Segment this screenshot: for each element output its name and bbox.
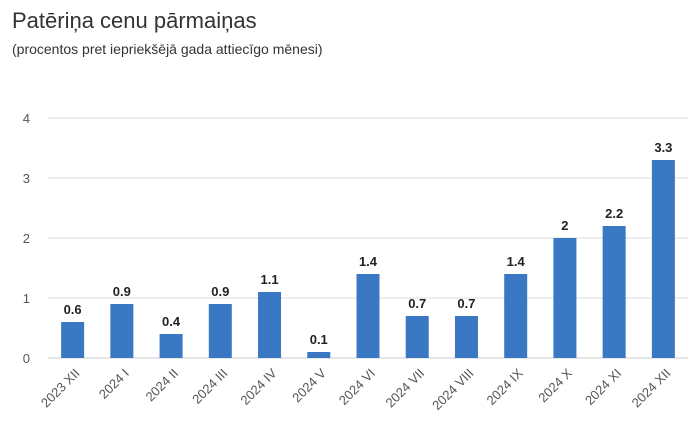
data-label: 0.7 bbox=[457, 296, 475, 311]
x-tick-label: 2024 VII bbox=[382, 366, 427, 411]
chart-subtitle: (procentos pret iepriekšējā gada attiecī… bbox=[12, 41, 323, 57]
bar bbox=[356, 274, 380, 358]
y-tick-label: 3 bbox=[23, 171, 30, 186]
y-tick-label: 2 bbox=[23, 231, 30, 246]
bar bbox=[61, 322, 85, 358]
data-label: 0.6 bbox=[64, 302, 82, 317]
data-label: 1.4 bbox=[507, 254, 526, 269]
y-tick-label: 0 bbox=[23, 351, 30, 366]
bar bbox=[651, 160, 675, 358]
y-tick-label: 4 bbox=[23, 111, 30, 126]
data-label: 0.9 bbox=[211, 284, 229, 299]
data-label: 0.9 bbox=[113, 284, 131, 299]
bar bbox=[454, 316, 478, 358]
x-tick-label: 2024 IV bbox=[237, 365, 280, 408]
x-tick-label: 2024 IX bbox=[484, 365, 527, 408]
x-tick-label: 2024 XII bbox=[629, 366, 674, 411]
data-label: 2 bbox=[561, 218, 568, 233]
x-tick-label: 2024 II bbox=[142, 366, 181, 405]
data-label: 1.1 bbox=[260, 272, 278, 287]
data-label: 0.7 bbox=[408, 296, 426, 311]
x-tick-label: 2024 VI bbox=[336, 366, 378, 408]
x-tick-label: 2024 XI bbox=[582, 366, 624, 408]
data-label: 3.3 bbox=[654, 140, 672, 155]
x-tick-label: 2024 V bbox=[289, 365, 329, 405]
x-tick-label: 2024 III bbox=[189, 366, 230, 407]
bar bbox=[110, 304, 134, 358]
chart-title: Patēriņa cenu pārmaiņas bbox=[12, 8, 257, 33]
y-tick-label: 1 bbox=[23, 291, 30, 306]
data-label: 0.1 bbox=[310, 332, 328, 347]
bar bbox=[258, 292, 282, 358]
x-tick-label: 2024 I bbox=[96, 366, 132, 402]
data-label: 1.4 bbox=[359, 254, 378, 269]
x-tick-label: 2024 X bbox=[535, 365, 575, 405]
bar bbox=[504, 274, 528, 358]
bar bbox=[159, 334, 183, 358]
x-tick-label: 2023 XII bbox=[38, 366, 83, 411]
data-label: 2.2 bbox=[605, 206, 623, 221]
bar bbox=[553, 238, 577, 358]
bar bbox=[208, 304, 232, 358]
x-tick-label: 2024 VIII bbox=[429, 366, 476, 413]
bar bbox=[307, 352, 331, 358]
bar bbox=[602, 226, 626, 358]
bar bbox=[405, 316, 429, 358]
data-label: 0.4 bbox=[162, 314, 181, 329]
